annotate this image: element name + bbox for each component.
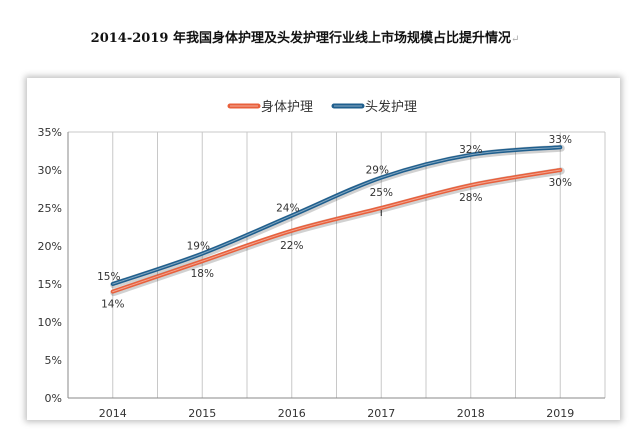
legend-label: 头发护理: [365, 99, 417, 115]
x-tick-label: 2016: [278, 407, 306, 420]
x-tick-label: 2015: [188, 407, 216, 420]
series-highlight: [112, 146, 561, 285]
y-tick-label: 10%: [38, 316, 62, 329]
series-highlight: [112, 169, 561, 293]
series-line-头发护理: [110, 145, 563, 286]
x-tick-label: 2019: [546, 407, 574, 420]
data-label: 29%: [366, 165, 389, 177]
y-tick-label: 0%: [45, 392, 62, 405]
chart-title: 2014-2019 年我国身体护理及头发护理行业线上市场规模占比提升情况↵: [0, 27, 610, 46]
x-tick-label: 2014: [99, 407, 127, 420]
data-label: 32%: [459, 144, 482, 156]
data-label: 33%: [549, 134, 572, 146]
data-label: 18%: [191, 268, 214, 280]
chart-frame: [27, 78, 620, 420]
data-label: 22%: [280, 240, 303, 252]
data-label: 28%: [459, 192, 482, 204]
y-tick-label: 30%: [38, 164, 62, 177]
y-tick-label: 15%: [38, 278, 62, 291]
y-tick-label: 20%: [38, 240, 62, 253]
series-shadow: [110, 167, 565, 297]
data-label: 25%: [370, 187, 393, 199]
y-tick-label: 25%: [38, 202, 62, 215]
data-label: 30%: [549, 177, 572, 189]
x-tick-label: 2018: [457, 407, 485, 420]
return-mark-icon: ↵: [510, 34, 520, 45]
y-tick-label: 35%: [38, 126, 62, 139]
y-tick-label: 5%: [45, 354, 62, 367]
data-label: 14%: [101, 299, 124, 311]
legend-label: 身体护理: [261, 99, 313, 115]
data-label: 15%: [97, 271, 120, 283]
data-label: 19%: [187, 241, 210, 253]
data-label: 24%: [276, 203, 299, 215]
x-tick-label: 2017: [367, 407, 395, 420]
chart-title-text: 2014-2019 年我国身体护理及头发护理行业线上市场规模占比提升情况: [90, 31, 511, 46]
series-line-身体护理: [110, 168, 563, 294]
